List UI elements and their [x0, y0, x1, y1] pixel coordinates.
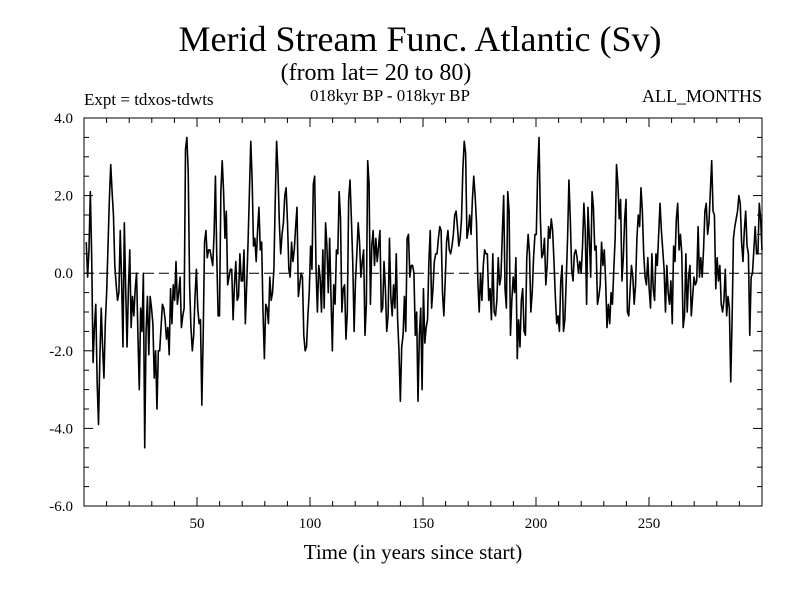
experiment-label: Expt = tdxos-tdwts	[84, 90, 214, 109]
y-tick-label: 4.0	[54, 111, 73, 127]
months-label: ALL_MONTHS	[642, 86, 762, 106]
series-line	[85, 136, 763, 449]
x-axis-label: Time (in years since start)	[304, 540, 523, 564]
x-tick-label: 50	[190, 516, 205, 532]
chart-subtitle: (from lat= 20 to 80)	[280, 60, 472, 86]
x-tick-label: 150	[412, 516, 435, 532]
y-tick-label: 0.0	[54, 266, 73, 282]
x-tick-label: 200	[525, 516, 548, 532]
y-tick-label: -6.0	[49, 499, 73, 515]
plot-frame	[83, 117, 763, 507]
y-tick-label: -2.0	[49, 344, 73, 360]
chart-title: Merid Stream Func. Atlantic (Sv)	[178, 19, 662, 59]
x-tick-label: 250	[638, 516, 661, 532]
y-tick-label: 2.0	[54, 189, 73, 205]
x-tick-label: 100	[299, 516, 322, 532]
period-label: 018kyr BP - 018kyr BP	[310, 86, 470, 105]
y-tick-label: -4.0	[49, 421, 73, 437]
